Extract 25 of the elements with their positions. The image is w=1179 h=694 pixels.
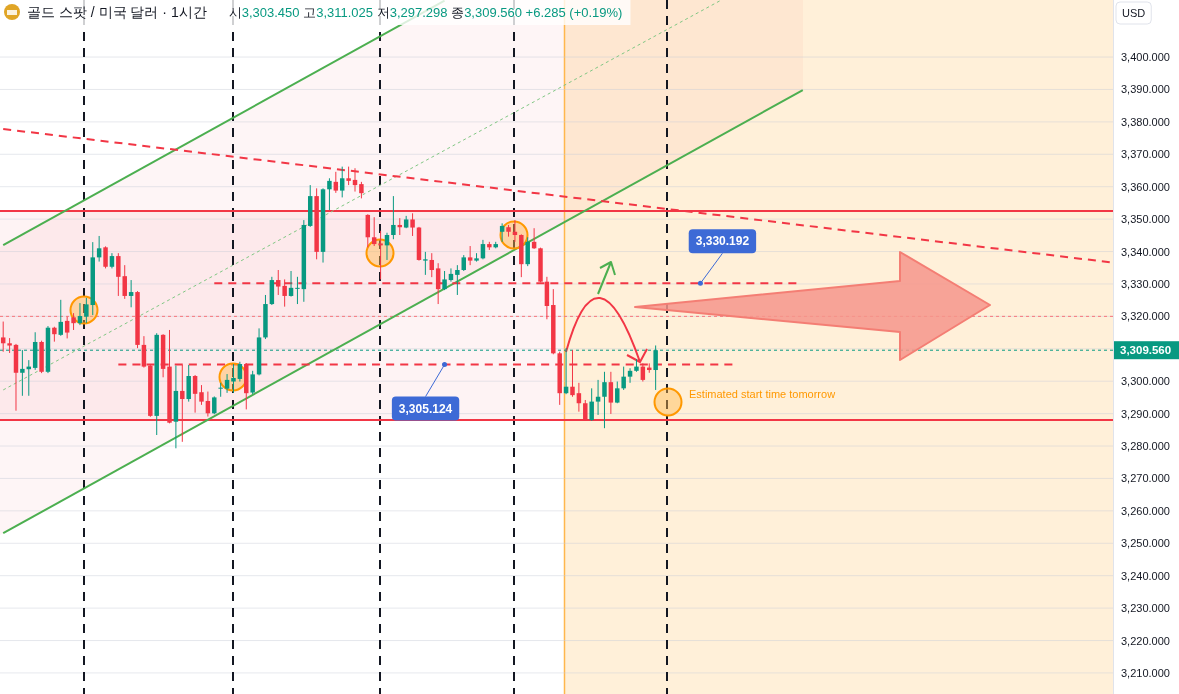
y-tick-label: 3,340.000: [1121, 245, 1170, 258]
y-tick-label: 3,370.000: [1121, 148, 1170, 161]
chart-title: 골드 스팟 / 미국 달러 · 1시간: [27, 4, 207, 20]
y-tick-label: 3,320.000: [1121, 310, 1170, 323]
y-tick-label: 3,330.000: [1121, 277, 1170, 290]
y-tick-label: 3,350.000: [1121, 213, 1170, 226]
y-axis-title: USD: [1122, 7, 1146, 19]
y-tick-label: 3,290.000: [1121, 407, 1170, 420]
y-tick-label: 3,210.000: [1121, 666, 1170, 679]
y-tick-label: 3,250.000: [1121, 537, 1170, 550]
y-tick-label: 3,280.000: [1121, 440, 1170, 453]
text: 시3,303.450 고3,311.025 저3,297.298 종3,309.560 +6.285 (+0.19%): [228, 4, 623, 20]
y-tick-label: 3,390.000: [1121, 83, 1170, 96]
y-tick-label: 3,400.000: [1121, 51, 1170, 64]
ref-line-label: 3,309.560: [1120, 344, 1172, 357]
y-tick-label: 3,260.000: [1121, 504, 1170, 517]
y-tick-label: 3,240.000: [1121, 569, 1170, 582]
y-tick-label: 3,300.000: [1121, 375, 1170, 388]
data-label: 3,330.192: [695, 234, 750, 249]
y-tick-label: 3,270.000: [1121, 472, 1170, 485]
y-tick-label: 3,380.000: [1121, 115, 1170, 128]
y-tick-label: 3,360.000: [1121, 180, 1170, 193]
y-tick-label: 3,220.000: [1121, 634, 1170, 647]
y-tick-label: 3,230.000: [1121, 602, 1170, 615]
annotation: Estimated start time tomorrow: [689, 388, 836, 400]
